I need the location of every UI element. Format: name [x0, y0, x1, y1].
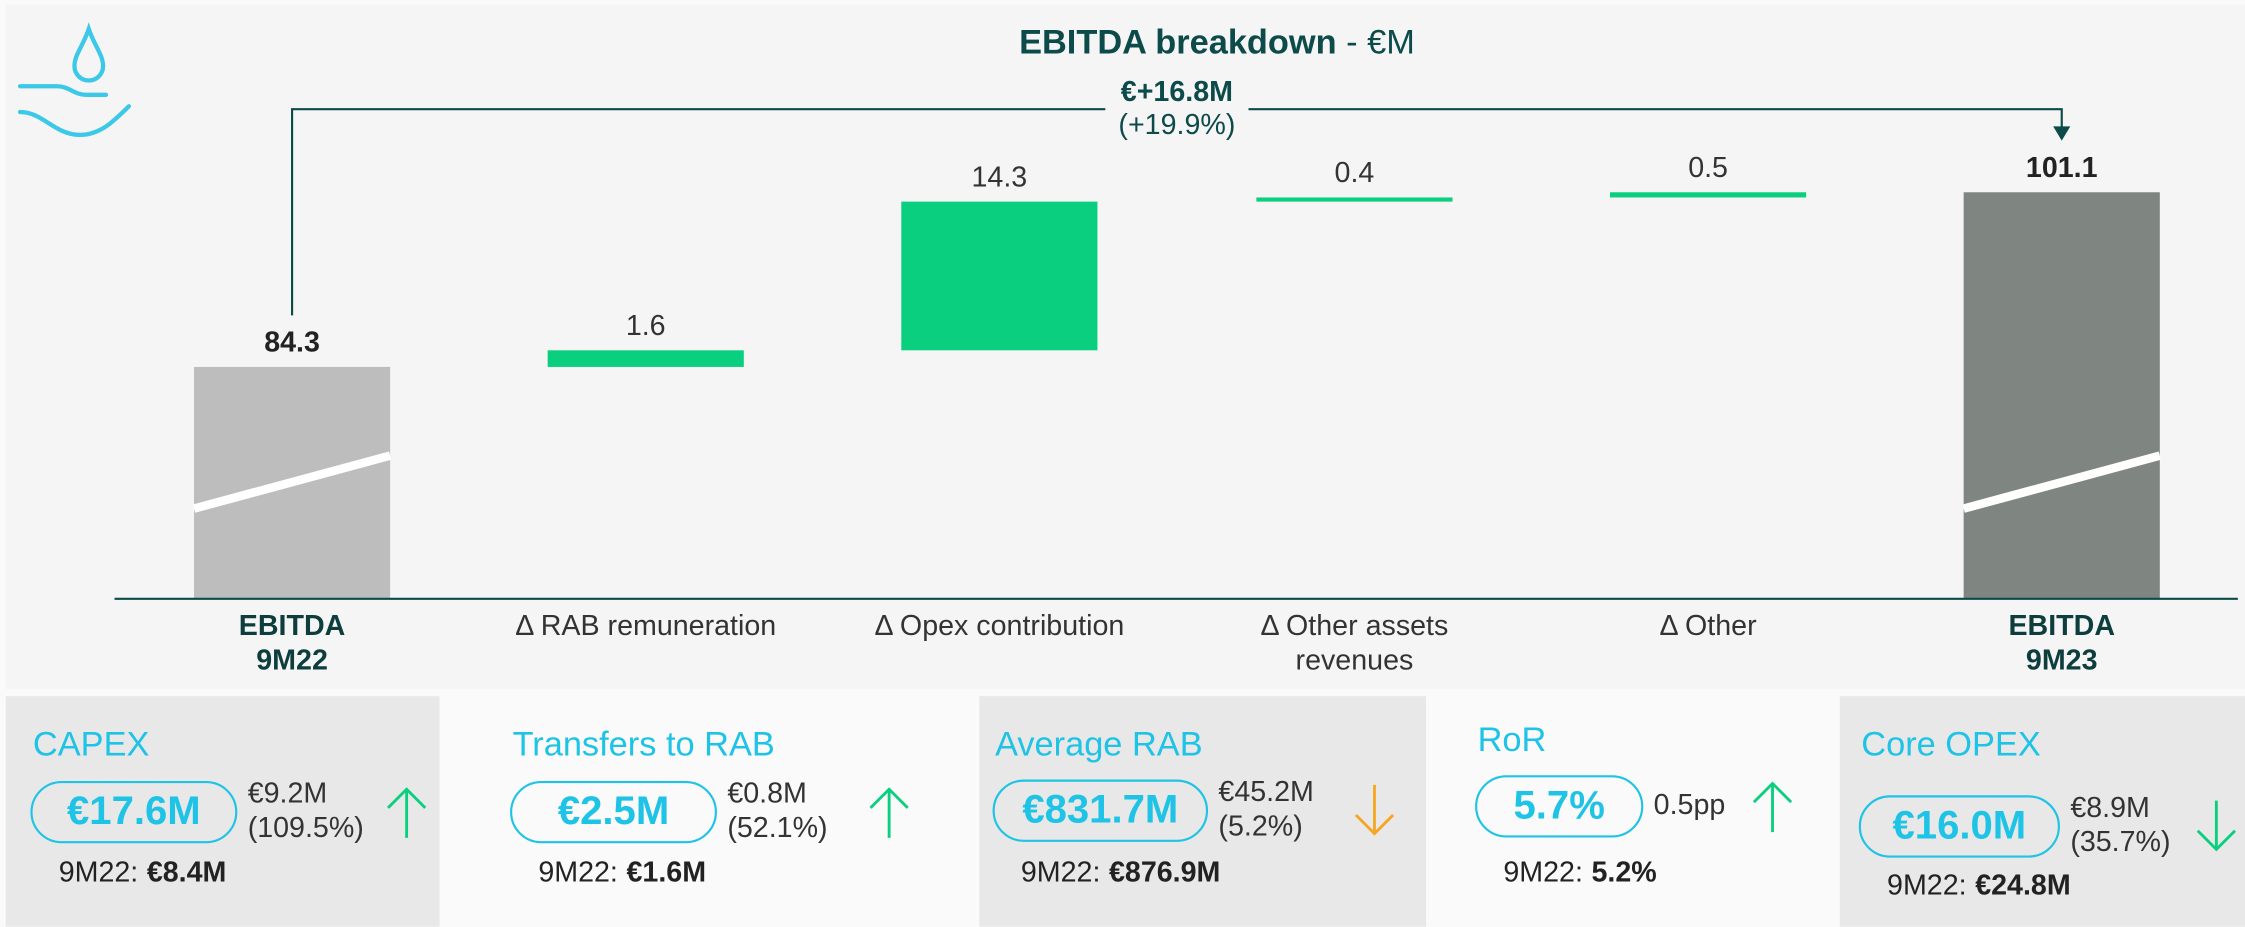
cards: CAPEX€17.6M €9.2M(109.5%)9M22: €8.4MTransf…	[5, 696, 2245, 927]
card-value: €831.7M	[1022, 788, 1178, 832]
change-text: €45.2M	[1218, 776, 1313, 808]
bridge-label: €+16.8M	[1121, 76, 1233, 108]
bridge-sublabel: (+19.9%)	[1118, 109, 1235, 141]
x-tick-label: EBITDA	[239, 610, 346, 642]
prior-text: 9M22: €24.8M	[1887, 869, 2071, 901]
card-title: Core OPEX	[1861, 725, 2041, 763]
trend-arrow	[1354, 784, 1395, 836]
value-label: 101.1	[2026, 152, 2098, 184]
logo-drop	[72, 22, 106, 83]
x-tick-label: Δ Other	[1660, 610, 1758, 642]
logo-hand	[17, 84, 132, 138]
trend-arrow	[869, 787, 909, 838]
card-value: €16.0M	[1893, 803, 2027, 847]
bar	[1963, 192, 2160, 599]
bar	[547, 350, 744, 367]
change-text: (5.2%)	[1218, 810, 1302, 842]
bar	[1610, 192, 1807, 198]
change-text: (109.5%)	[248, 812, 364, 844]
bar	[1256, 197, 1453, 202]
card-background	[5, 696, 440, 927]
prior-label: 9M22:	[1887, 869, 1967, 901]
kpi-card: Transfers to RAB €2.5M €0.8M(52.1%) 9M22: €1…	[510, 725, 909, 888]
change-text: €0.8M	[727, 778, 807, 810]
x-tick-label: revenues	[1296, 644, 1414, 676]
prior-value: €8.4M	[147, 856, 227, 888]
card-title: RoR	[1478, 721, 1547, 759]
bridge-label-bg	[1105, 74, 1249, 144]
value-label: 1.6	[626, 310, 666, 342]
value-pill	[1858, 795, 2060, 858]
axis-break	[192, 451, 392, 513]
change-text: €8.9M	[2070, 792, 2150, 824]
kpi-card: CAPEX €17.6M €9.2M(109.5%) 9M22: €8.4M	[5, 696, 440, 927]
card-value: 5.7%	[1514, 783, 1605, 827]
value-label: 84.3	[264, 327, 320, 359]
change-text: (35.7%)	[2070, 826, 2170, 858]
prior-value: €876.9M	[1109, 856, 1220, 888]
value-pill	[30, 780, 238, 844]
chart-title: EBITDA breakdown - €M	[1019, 24, 1415, 62]
value-pill	[992, 779, 1209, 842]
value-pill	[510, 780, 717, 844]
title-suffix: - €M	[1337, 24, 1415, 62]
prior-label: 9M22:	[538, 856, 618, 888]
prior-label: 9M22:	[1503, 856, 1583, 888]
trend-arrow	[386, 787, 427, 838]
card-title: Average RAB	[995, 725, 1203, 763]
change-text: (52.1%)	[727, 812, 827, 844]
kpi-card: Core OPEX €16.0M €8.9M(35.7%) 9M22: €24.8M	[1839, 696, 2245, 927]
prior-text: 9M22: €1.6M	[538, 856, 706, 888]
prior-value: €24.8M	[1975, 869, 2070, 901]
card-title: CAPEX	[33, 725, 150, 763]
x-tick-label: 9M22	[256, 644, 328, 676]
bar	[901, 201, 1098, 351]
kpi-card: Average RAB €831.7M €45.2M(5.2%) 9M22: €876.…	[979, 696, 1427, 927]
prior-value: €1.6M	[626, 856, 706, 888]
prior-label: 9M22:	[59, 856, 139, 888]
trend-arrow	[1752, 781, 1793, 833]
card-value: €17.6M	[67, 789, 201, 833]
x-tick-label: Δ Other assets	[1261, 610, 1449, 642]
logo	[17, 22, 132, 138]
bridge-arrowhead	[2053, 126, 2071, 141]
card-value: €2.5M	[558, 789, 669, 833]
change-text: €9.2M	[248, 778, 328, 810]
prior-text: 9M22: €8.4M	[59, 856, 227, 888]
title-main: EBITDA breakdown	[1019, 24, 1337, 62]
change-text: 0.5pp	[1654, 789, 1726, 821]
card-background	[1839, 696, 2245, 927]
prior-value: 5.2%	[1592, 856, 1657, 888]
trend-arrow	[2196, 800, 2236, 852]
x-tick-label: EBITDA	[2008, 610, 2115, 642]
prior-label: 9M22:	[1021, 856, 1101, 888]
card-background	[979, 696, 1427, 927]
prior-text: 9M22: €876.9M	[1021, 856, 1221, 888]
value-label: 14.3	[972, 161, 1028, 193]
x-tick-label: Δ Opex contribution	[874, 610, 1124, 642]
value-pill	[1475, 775, 1644, 838]
kpi-card: RoR 5.7% 0.5pp 9M22: 5.2%	[1475, 721, 1793, 888]
x-tick-label: 9M23	[2026, 644, 2098, 676]
value-label: 0.5	[1688, 152, 1728, 184]
x-tick-label: Δ RAB remuneration	[515, 610, 776, 642]
card-title: Transfers to RAB	[513, 725, 775, 763]
prior-text: 9M22: 5.2%	[1503, 856, 1656, 888]
axis-break	[1962, 451, 2161, 513]
value-label: 0.4	[1335, 157, 1375, 189]
